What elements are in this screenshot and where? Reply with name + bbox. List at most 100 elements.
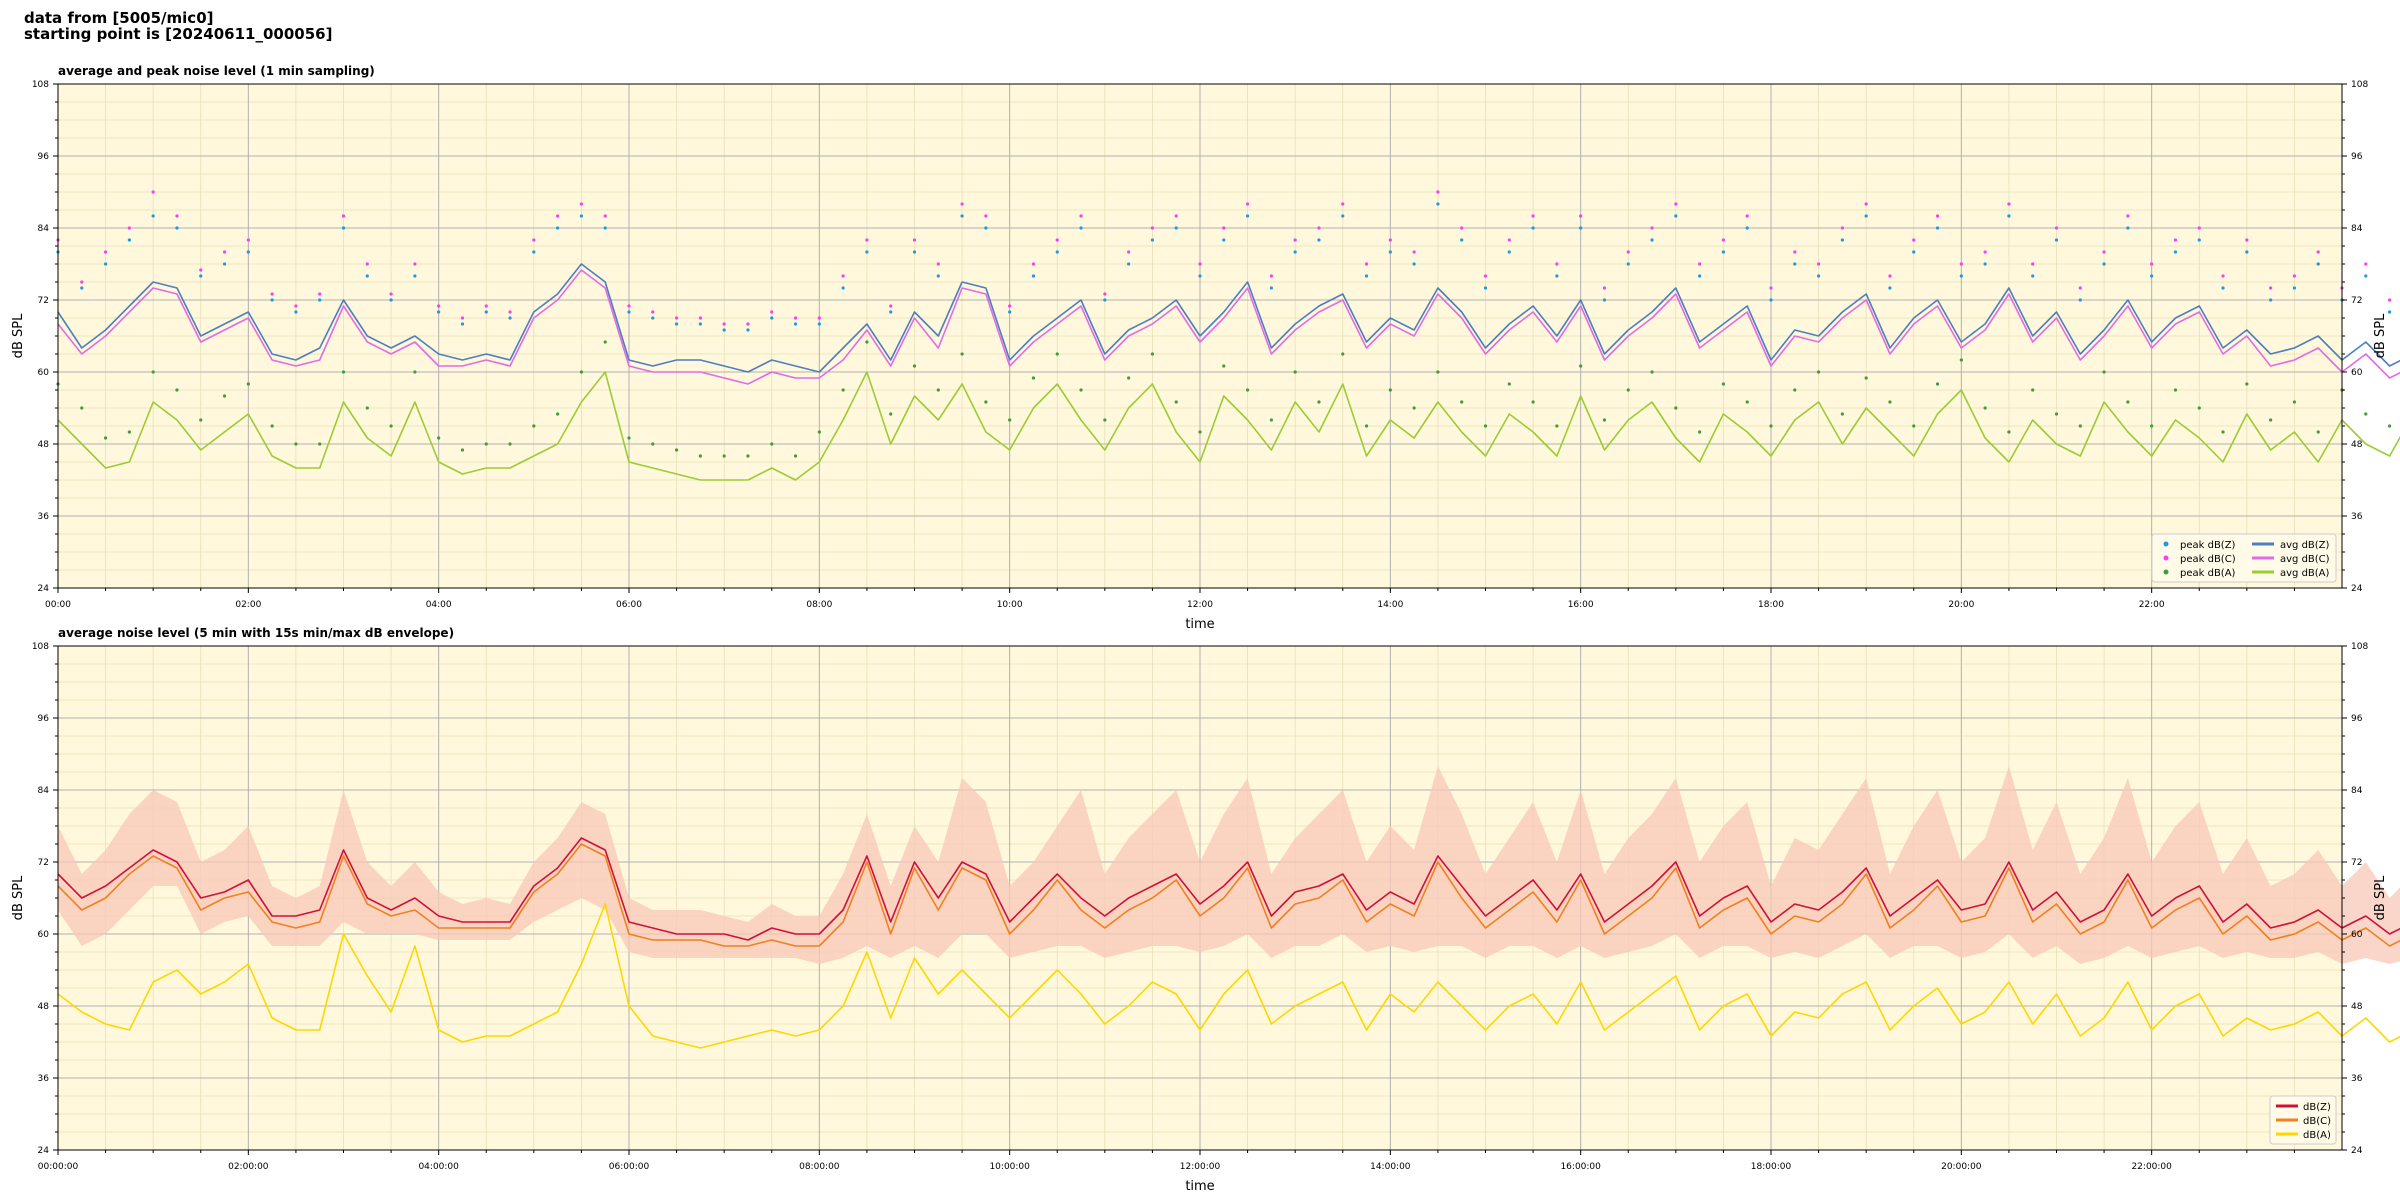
x-tick-label: 04:00 [426,600,452,610]
data-point [1531,226,1535,230]
data-point [1769,424,1773,428]
y-tick-label-right: 60 [2351,930,2363,940]
data-point [1388,238,1392,242]
series-peak-db-z- [56,202,2392,332]
y-tick-label: 24 [38,1146,50,1156]
data-point [746,328,750,332]
data-point [2173,388,2178,392]
data-point [270,292,274,296]
data-point [80,286,84,290]
data-point [1317,400,1321,404]
y-tick-label: 72 [38,858,49,868]
data-point [793,316,798,320]
data-point [175,226,179,230]
data-point [1983,262,1987,266]
data-point [1483,286,1488,290]
data-point [2007,214,2011,218]
data-point [1983,250,1987,254]
chart-title: average and peak noise level (1 min samp… [58,64,375,78]
data-point [1341,214,1345,218]
x-tick-label: 18:00:00 [1751,1162,1792,1172]
data-point [2031,274,2035,278]
legend-marker [2163,541,2169,547]
data-point [460,316,465,320]
x-tick-label: 20:00:00 [1941,1162,1982,1172]
data-point [1364,262,1369,266]
data-point [175,388,179,392]
data-point [2316,262,2320,266]
data-point [1793,250,1797,254]
data-point [1317,238,1321,242]
data-point [793,322,798,326]
data-point [1198,274,1202,278]
data-point [127,226,131,230]
data-point [1055,238,1059,242]
data-point [222,250,227,254]
y-tick-label: 48 [38,1002,50,1012]
data-point [127,430,131,434]
data-point [746,454,750,458]
data-point [984,214,988,218]
data-point [1293,370,1297,374]
data-point [912,250,917,254]
legend-marker [2163,569,2169,575]
y-tick-label-right: 84 [2351,786,2363,796]
y-axis-label: dB SPL [11,875,26,920]
data-point [1840,412,1844,416]
data-point [2364,262,2368,266]
data-point [1745,226,1749,230]
data-point [2292,274,2297,278]
data-point [770,316,774,320]
data-point [508,310,512,314]
data-point [1864,214,1868,218]
data-point [960,352,964,356]
data-point [1483,424,1488,428]
data-point [865,238,869,242]
data-point [1127,376,1131,380]
data-point [1174,226,1178,230]
data-point [841,388,845,392]
data-point [1864,376,1868,380]
data-point [1555,424,1559,428]
data-point [199,274,203,278]
y-tick-label-right: 36 [2351,1074,2363,1084]
data-point [1793,262,1797,266]
data-point [2150,262,2154,266]
data-point [912,238,917,242]
data-point [1721,250,1726,254]
y-tick-label-right: 72 [2351,296,2362,306]
data-point [2316,250,2320,254]
legend: peak dB(Z) peak dB(C) peak dB(A) avg dB(Z) a… [2151,533,2337,583]
series-db-z- [57,837,2400,941]
y-tick-label: 84 [38,786,50,796]
data-point [1317,226,1321,230]
data-point [2150,274,2154,278]
y-tick-label: 96 [38,714,50,724]
data-point [341,226,346,230]
y-tick-label-right: 24 [2351,584,2363,594]
data-point [1507,238,1511,242]
data-point [1245,388,1250,392]
data-point [651,442,655,446]
data-point [627,436,631,440]
data-point [413,370,417,374]
data-point [1055,352,1059,356]
data-point [1150,238,1155,242]
data-point [1412,250,1416,254]
data-point [2197,238,2201,242]
data-point [151,214,155,218]
data-point [222,262,227,266]
data-point [1127,250,1131,254]
y-tick-label-right: 96 [2351,152,2363,162]
data-point [2078,424,2082,428]
data-point [960,202,964,206]
data-point [1150,352,1155,356]
data-point [556,226,560,230]
data-point [1222,364,1226,368]
data-point [365,274,369,278]
series-line [57,263,2400,373]
data-point [1031,274,1036,278]
data-point [1888,286,1892,290]
legend-label: dB(A) [2303,1130,2331,1141]
data-point [1436,190,1440,194]
